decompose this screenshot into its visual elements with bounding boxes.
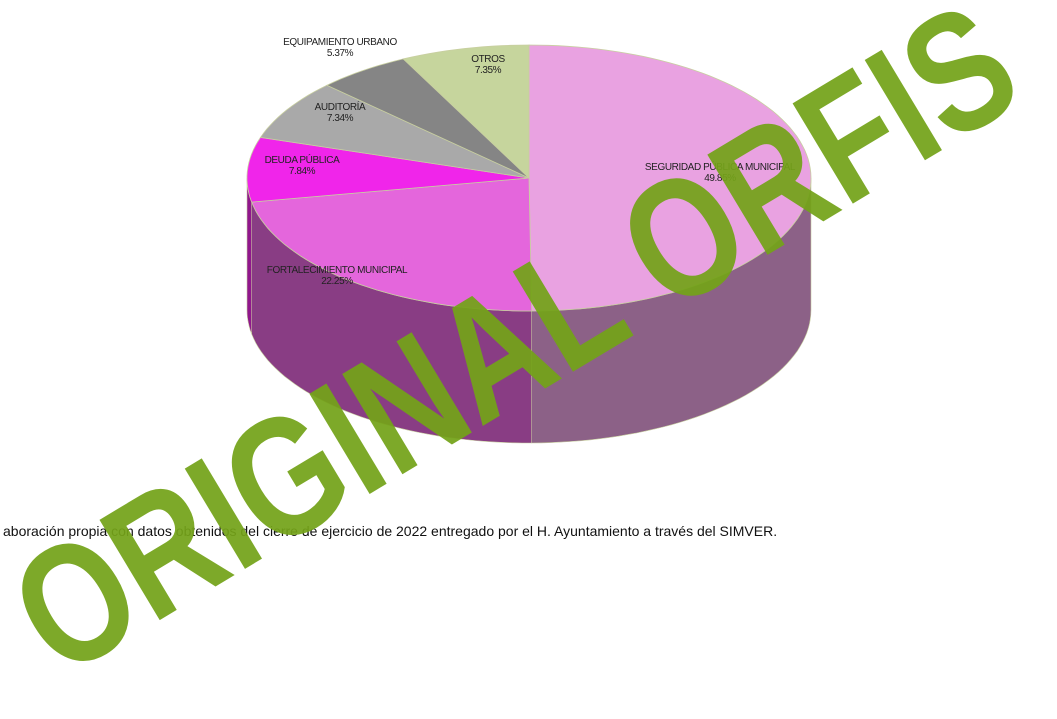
footnote: aboración propia con datos obtenidos del… <box>3 523 777 539</box>
value-label: 7.34% <box>327 113 354 124</box>
value-label: 5.37% <box>327 48 354 59</box>
slice-label: FORTALECIMIENTO MUNICIPAL <box>267 265 408 276</box>
slice-label: DEUDA PÚBLICA <box>265 153 341 166</box>
slice-label: AUDITORÍA <box>315 100 366 113</box>
slice <box>251 177 533 312</box>
value-label: 7.84% <box>289 166 316 177</box>
slice-label: EQUIPAMIENTO URBANO <box>283 37 397 48</box>
value-label: 22.25% <box>321 276 353 287</box>
slice <box>402 44 530 179</box>
slice <box>259 84 530 179</box>
slice <box>246 136 530 203</box>
slice <box>528 44 812 312</box>
slice <box>325 58 530 179</box>
slice-side <box>246 177 252 335</box>
value-label: 49.85% <box>704 173 736 184</box>
value-label: 7.35% <box>475 65 502 76</box>
slice-label: SEGURIDAD PÚBLICA MUNICIPAL <box>645 160 796 173</box>
slice-label: OTROS <box>471 54 505 65</box>
